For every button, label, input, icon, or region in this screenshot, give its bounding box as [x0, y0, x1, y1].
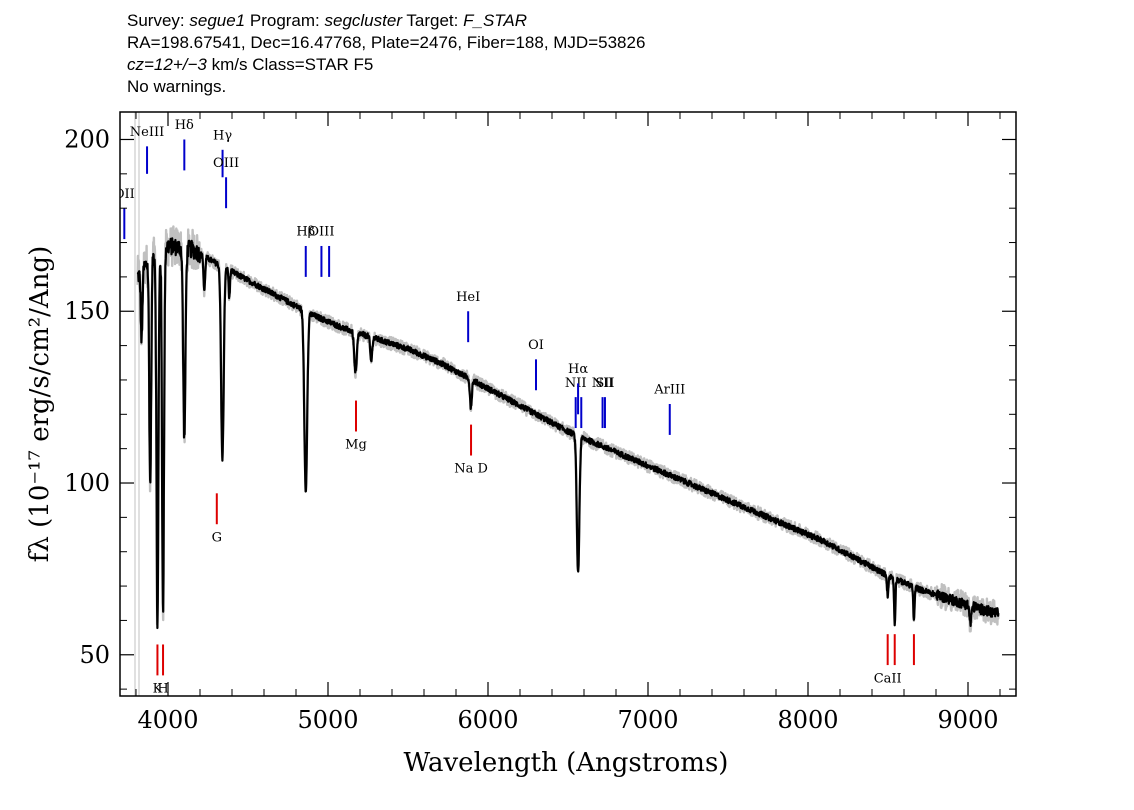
line-marker-label: OIII — [308, 225, 334, 240]
line-marker-label: K — [153, 682, 163, 697]
line-marker-label: OI — [528, 338, 544, 353]
x-axis-title: Wavelength (Angstroms) — [404, 748, 729, 778]
axis-ticks: 4000 5000 6000 7000 8000 9000 50 100 150 200 — [64, 112, 1016, 734]
survey-value: segue1 — [189, 11, 246, 30]
target-value: F_STAR — [463, 11, 528, 30]
line-marker-label: Mg — [345, 438, 367, 453]
y-tick-label: 100 — [64, 469, 110, 497]
x-tick-label: 7000 — [617, 706, 678, 734]
y-axis-title-group: fλ (10⁻¹⁷ erg/s/cm²/Ang) — [25, 246, 55, 562]
x-tick-label: 4000 — [137, 706, 198, 734]
line-marker-label: H — [157, 682, 168, 697]
header-line-warnings: No warnings. — [127, 77, 227, 96]
y-tick-label: 200 — [64, 125, 110, 153]
class-value: km/s Class=STAR F5 — [206, 55, 374, 74]
x-tick-label: 6000 — [457, 706, 518, 734]
x-tick-label: 9000 — [937, 706, 998, 734]
line-marker-label: G — [212, 530, 222, 545]
plot-frame — [119, 111, 1017, 697]
program-value: segcluster — [324, 11, 402, 30]
line-marker-label: OII — [114, 187, 135, 202]
line-marker-label: Hβ — [296, 225, 315, 240]
line-marker-label: Na D — [454, 462, 488, 477]
header-line-coordinates: RA=198.67541, Dec=16.47768, Plate=2476, … — [127, 33, 646, 52]
header-line-survey: Survey: segue1 Program: segcluster Targe… — [127, 10, 645, 32]
redshift-value: cz=12+/−3 — [127, 55, 207, 74]
flux-line — [136, 237, 1000, 630]
line-marker-label: Hα — [568, 362, 588, 377]
y-tick-label: 50 — [79, 641, 110, 669]
line-marker-label: SII — [595, 376, 614, 391]
line-marker-label: CaII — [874, 671, 902, 686]
line-marker-label: NII — [565, 376, 587, 391]
line-marker-label: Hγ — [213, 128, 232, 143]
y-axis-title: fλ (10⁻¹⁷ erg/s/cm²/Ang) — [25, 246, 55, 562]
x-tick-label: 8000 — [777, 706, 838, 734]
line-marker-label: NeIII — [130, 125, 164, 140]
line-marker-label: OIII — [213, 156, 239, 171]
header-line-class: cz=12+/−3 km/s Class=STAR F5 — [127, 54, 645, 76]
line-marker-label: Hδ — [175, 118, 194, 133]
survey-label: Survey: — [127, 11, 190, 30]
spectrum-header: Survey: segue1 Program: segcluster Targe… — [127, 10, 645, 98]
line-marker-label: HeI — [456, 290, 480, 305]
line-marker-label: ArIII — [653, 383, 685, 398]
x-tick-label: 5000 — [297, 706, 358, 734]
line-marker-label: NII — [592, 376, 614, 391]
program-label: Program: — [245, 11, 325, 30]
y-tick-label: 150 — [64, 297, 110, 325]
target-label: Target: — [401, 11, 464, 30]
